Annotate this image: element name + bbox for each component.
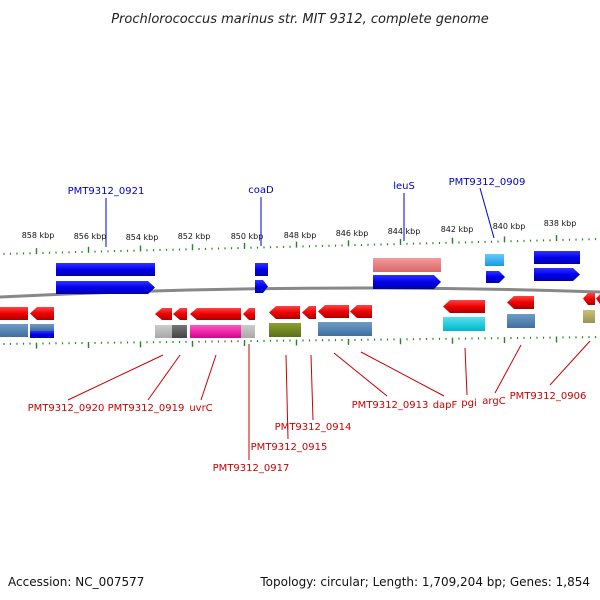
- genome-stats-text: Topology: circular; Length: 1,709,204 bp…: [259, 575, 590, 589]
- gene-block[interactable]: [269, 323, 301, 337]
- gene-arrow[interactable]: [583, 293, 595, 305]
- label-leader-line: [285, 354, 289, 440]
- label-leader-line: [333, 352, 388, 397]
- gene-arrow[interactable]: [255, 280, 268, 293]
- label-leader-line: [200, 354, 217, 401]
- gene-arrow[interactable]: [30, 307, 54, 320]
- scale-label: 848 kbp: [284, 231, 317, 240]
- gene-label-dapf[interactable]: dapF: [433, 400, 458, 411]
- label-leader-line: [360, 351, 445, 397]
- gene-block[interactable]: [190, 325, 241, 338]
- gene-arrow[interactable]: [596, 294, 600, 304]
- forward-gene-labels: PMT9312_0921 coaD leuS PMT9312_0909: [68, 177, 526, 247]
- gene-block[interactable]: [318, 322, 349, 336]
- gene-block[interactable]: [373, 258, 441, 272]
- gene-arrow[interactable]: [534, 268, 580, 281]
- gene-arrow[interactable]: [318, 305, 349, 318]
- forward-strand-genes: [56, 251, 580, 294]
- map-title: Prochlorococcus marinus str. MIT 9312, c…: [111, 12, 489, 27]
- gene-arrow[interactable]: [190, 308, 241, 320]
- gene-label-pmt9312-0920[interactable]: PMT9312_0920: [28, 403, 105, 414]
- label-leader-line: [464, 347, 468, 396]
- scale-ticks: [3, 235, 597, 349]
- gene-arrow[interactable]: [56, 281, 155, 294]
- gene-label-pmt9312-0921[interactable]: PMT9312_0921: [68, 186, 145, 197]
- gene-arrow[interactable]: [269, 306, 300, 319]
- gene-block[interactable]: [349, 322, 372, 336]
- gene-label-pmt9312-0917[interactable]: PMT9312_0917: [213, 463, 290, 474]
- gene-arrow[interactable]: [243, 308, 255, 320]
- gene-label-pmt9312-0914[interactable]: PMT9312_0914: [275, 422, 352, 433]
- gene-label-pgi[interactable]: pgi: [461, 398, 476, 409]
- gene-arrow[interactable]: [173, 308, 187, 320]
- gene-label-pmt9312-0909[interactable]: PMT9312_0909: [449, 177, 526, 188]
- gene-label-coad[interactable]: coaD: [248, 185, 274, 196]
- gene-block[interactable]: [534, 251, 580, 264]
- gene-label-argc[interactable]: argC: [482, 396, 505, 407]
- gene-block[interactable]: [241, 325, 255, 338]
- gene-arrow[interactable]: [373, 275, 441, 289]
- gene-block[interactable]: [0, 324, 28, 337]
- label-leader-line: [67, 354, 164, 401]
- gene-label-pmt9312-0915[interactable]: PMT9312_0915: [251, 442, 328, 453]
- label-leader-line: [310, 354, 314, 421]
- scale-label: 854 kbp: [126, 233, 159, 242]
- scale-label: 852 kbp: [178, 232, 211, 241]
- gene-block[interactable]: [255, 263, 268, 276]
- gene-block[interactable]: [155, 325, 172, 338]
- gene-arrow[interactable]: [350, 305, 372, 318]
- gene-block[interactable]: [30, 324, 54, 331]
- gene-arrow[interactable]: [486, 271, 505, 283]
- scale-label: 842 kbp: [441, 225, 474, 234]
- label-leader-line: [549, 340, 591, 386]
- scale-label: 840 kbp: [493, 222, 526, 231]
- gene-label-leus[interactable]: leuS: [393, 181, 415, 192]
- label-leader-line: [147, 354, 181, 401]
- gene-arrow[interactable]: [302, 306, 316, 319]
- gene-arrow[interactable]: [443, 300, 485, 313]
- gene-arrow[interactable]: [155, 308, 172, 320]
- label-leader-line: [494, 344, 522, 394]
- scale-label: 850 kbp: [231, 232, 264, 241]
- scale-label: 846 kbp: [336, 229, 369, 238]
- gene-label-pmt9312-0913[interactable]: PMT9312_0913: [352, 400, 429, 411]
- scale-labels: 858 kbp 856 kbp 854 kbp 852 kbp 850 kbp …: [22, 219, 577, 242]
- gene-label-pmt9312-0919[interactable]: PMT9312_0919: [108, 403, 185, 414]
- scale-label: 838 kbp: [544, 219, 577, 228]
- reverse-gene-labels: PMT9312_0920 PMT9312_0919 uvrC PMT9312_0…: [28, 340, 591, 474]
- gene-block[interactable]: [583, 310, 595, 323]
- gene-arrow[interactable]: [0, 307, 28, 320]
- scale-label: 858 kbp: [22, 231, 55, 240]
- scale-label: 856 kbp: [74, 232, 107, 241]
- gene-block[interactable]: [443, 317, 485, 331]
- accession-text: Accession: NC_007577: [8, 575, 144, 589]
- gene-label-uvrc[interactable]: uvrC: [189, 403, 212, 414]
- gene-block[interactable]: [56, 263, 155, 276]
- gene-label-pmt9312-0906[interactable]: PMT9312_0906: [510, 391, 587, 402]
- gene-arrow[interactable]: [507, 296, 534, 309]
- reverse-strand-genes: [0, 293, 600, 338]
- gene-block[interactable]: [30, 331, 54, 338]
- gene-block[interactable]: [507, 314, 535, 328]
- label-leader-line: [479, 187, 495, 239]
- gene-block[interactable]: [172, 325, 187, 338]
- gene-block[interactable]: [485, 254, 504, 266]
